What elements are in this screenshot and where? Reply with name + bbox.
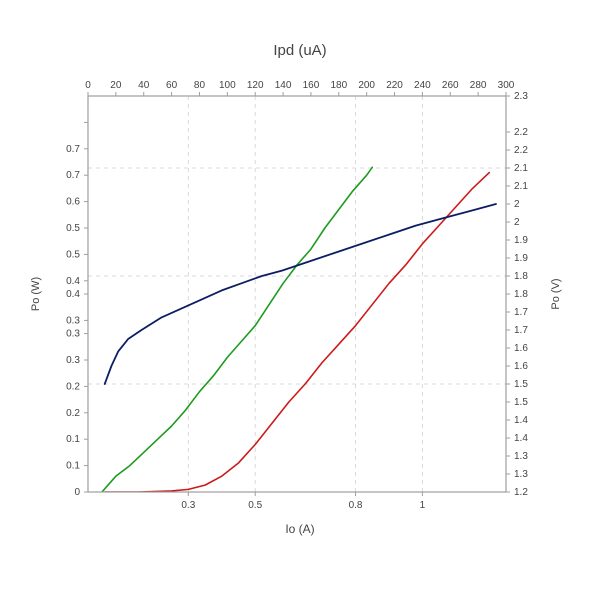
svg-text:1.3: 1.3: [514, 469, 528, 480]
svg-text:300: 300: [498, 80, 515, 91]
svg-text:160: 160: [303, 80, 320, 91]
svg-text:2.2: 2.2: [514, 127, 528, 138]
svg-text:280: 280: [470, 80, 487, 91]
svg-text:1: 1: [420, 500, 426, 511]
svg-text:0: 0: [85, 80, 91, 91]
svg-text:1.4: 1.4: [514, 433, 528, 444]
top-axis-title: Ipd (uA): [0, 42, 600, 59]
bottom-axis-title: Io (A): [0, 522, 600, 536]
svg-text:1.9: 1.9: [514, 235, 528, 246]
svg-text:1.7: 1.7: [514, 325, 528, 336]
svg-text:180: 180: [330, 80, 347, 91]
svg-text:2: 2: [514, 217, 520, 228]
svg-text:1.4: 1.4: [514, 415, 528, 426]
svg-text:0.8: 0.8: [349, 500, 363, 511]
svg-text:1.5: 1.5: [514, 379, 528, 390]
svg-text:1.7: 1.7: [514, 307, 528, 318]
svg-text:220: 220: [386, 80, 403, 91]
svg-text:0.7: 0.7: [66, 144, 80, 155]
svg-text:0.2: 0.2: [66, 408, 80, 419]
svg-text:0.5: 0.5: [248, 500, 262, 511]
svg-text:20: 20: [110, 80, 122, 91]
svg-text:100: 100: [219, 80, 236, 91]
svg-text:0.2: 0.2: [66, 381, 80, 392]
svg-text:0.6: 0.6: [66, 197, 80, 208]
chart-container: { "canvas": { "width": 600, "height": 60…: [0, 0, 600, 600]
svg-text:0.5: 0.5: [66, 223, 80, 234]
svg-text:0: 0: [74, 487, 80, 498]
svg-text:1.8: 1.8: [514, 289, 528, 300]
svg-text:240: 240: [414, 80, 431, 91]
svg-text:0.3: 0.3: [66, 315, 80, 326]
svg-text:0.1: 0.1: [66, 461, 80, 472]
svg-text:0.3: 0.3: [181, 500, 195, 511]
svg-text:140: 140: [275, 80, 292, 91]
svg-text:0.4: 0.4: [66, 276, 80, 287]
svg-text:0.3: 0.3: [66, 355, 80, 366]
svg-text:1.2: 1.2: [514, 487, 528, 498]
svg-text:0.1: 0.1: [66, 434, 80, 445]
svg-text:2.3: 2.3: [514, 91, 528, 102]
svg-text:0.3: 0.3: [66, 329, 80, 340]
svg-text:260: 260: [442, 80, 459, 91]
svg-text:1.5: 1.5: [514, 397, 528, 408]
svg-text:1.3: 1.3: [514, 451, 528, 462]
svg-text:40: 40: [138, 80, 150, 91]
chart-svg: 0204060801001201401601802002202402602803…: [0, 0, 600, 600]
svg-text:120: 120: [247, 80, 264, 91]
svg-text:0.4: 0.4: [66, 289, 80, 300]
svg-text:2.2: 2.2: [514, 145, 528, 156]
svg-text:60: 60: [166, 80, 178, 91]
svg-text:2: 2: [514, 199, 520, 210]
svg-text:0.7: 0.7: [66, 170, 80, 181]
svg-text:1.8: 1.8: [514, 271, 528, 282]
svg-text:80: 80: [194, 80, 206, 91]
left-axis-title: Po (W): [30, 277, 42, 311]
svg-text:200: 200: [358, 80, 375, 91]
svg-text:2.1: 2.1: [514, 163, 528, 174]
right-axis-title: Po (V): [550, 278, 562, 309]
svg-text:0.5: 0.5: [66, 249, 80, 260]
svg-text:1.9: 1.9: [514, 253, 528, 264]
svg-text:1.6: 1.6: [514, 361, 528, 372]
svg-text:2.1: 2.1: [514, 181, 528, 192]
svg-text:1.6: 1.6: [514, 343, 528, 354]
